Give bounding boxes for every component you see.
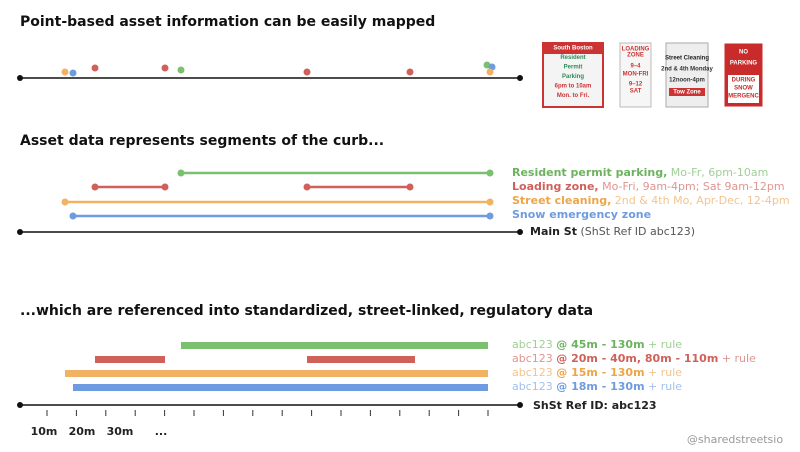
tow-zone-bar: [669, 88, 705, 96]
reference-label: abc123 @ 20m - 40m, 80m - 110m + rule: [512, 352, 756, 365]
sign-text: Permit: [564, 65, 583, 71]
scale-label: 20m: [69, 425, 96, 438]
segments: [17, 169, 523, 235]
sign-text: 9–12: [629, 82, 643, 88]
street-label: Main St (ShSt Ref ID abc123): [530, 225, 695, 238]
sign-text: ZONE: [627, 53, 644, 59]
sign-text: 2nd & 4th Monday: [661, 67, 713, 73]
segment-label: Loading zone, Mo-Fri, 9am-4pm; Sat 9am-1…: [512, 180, 785, 193]
sign-text: SAT: [630, 89, 642, 95]
ref-line-label: ShSt Ref ID: abc123: [533, 399, 657, 412]
sign-text: DURING: [732, 78, 756, 84]
reference-label: abc123 @ 45m - 130m + rule: [512, 338, 682, 351]
sign-text: South Boston: [553, 46, 593, 52]
sign-text: MON-FRI: [623, 72, 649, 78]
scale-label: 10m: [31, 425, 58, 438]
scale-label: 30m: [107, 425, 134, 438]
point-line: [17, 61, 523, 81]
sign-text: Tow Zone: [673, 90, 701, 96]
sign-text: SNOW: [734, 86, 753, 92]
segment-label: Resident permit parking, Mo-Fr, 6pm-10am: [512, 166, 768, 179]
signs: [542, 42, 764, 108]
sign-text: LOADING: [622, 47, 650, 53]
scale-ticks: [46, 410, 489, 416]
footer: @sharedstreetsio: [687, 433, 783, 446]
sign-text: PARKING: [730, 61, 758, 67]
sign-text: Parking: [562, 74, 584, 80]
sign-text: EMERGENCY: [724, 94, 763, 100]
reference-label: abc123 @ 15m - 130m + rule: [512, 366, 682, 379]
scale-label: ...: [155, 425, 168, 438]
sign-text: Resident: [560, 55, 585, 61]
segment-label: Snow emergency zone: [512, 208, 651, 221]
section-title: Point-based asset information can be eas…: [20, 14, 435, 30]
sign-text: 9–4: [630, 64, 641, 70]
sign-text: NO: [739, 50, 748, 56]
sign-text: Street Cleaning: [665, 56, 709, 62]
reference-label: abc123 @ 18m - 130m + rule: [512, 380, 682, 393]
sign-text: Mon. to Fri.: [557, 93, 590, 99]
section-title: Asset data represents segments of the cu…: [20, 133, 384, 149]
reference-bars: [17, 342, 523, 408]
sign-text: 12noon-4pm: [669, 78, 705, 84]
sign-texts: South Boston Resident Permit Parking 6pm to …: [553, 46, 763, 100]
section-title: ...which are referenced into standardize…: [20, 303, 593, 319]
sign-text: 6pm to 10am: [555, 84, 592, 90]
segment-label: Street cleaning, 2nd & 4th Mo, Apr-Dec, …: [512, 194, 790, 207]
